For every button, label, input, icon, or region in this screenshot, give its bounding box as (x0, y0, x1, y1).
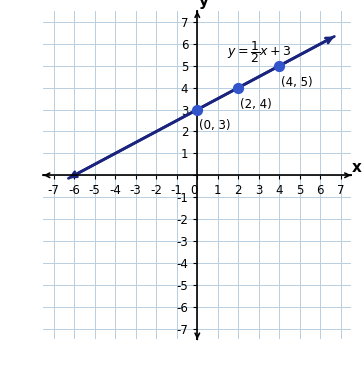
Text: y: y (198, 0, 209, 9)
Text: x: x (352, 160, 362, 175)
Point (277, 63, 282, 69)
Text: (0, 3): (0, 3) (199, 120, 231, 132)
Point (194, 107, 200, 113)
Point (235, 85, 241, 91)
Text: (2, 4): (2, 4) (240, 97, 272, 111)
Text: (4, 5): (4, 5) (281, 76, 313, 89)
Text: $y = \dfrac{1}{2}x + 3$: $y = \dfrac{1}{2}x + 3$ (227, 39, 291, 65)
